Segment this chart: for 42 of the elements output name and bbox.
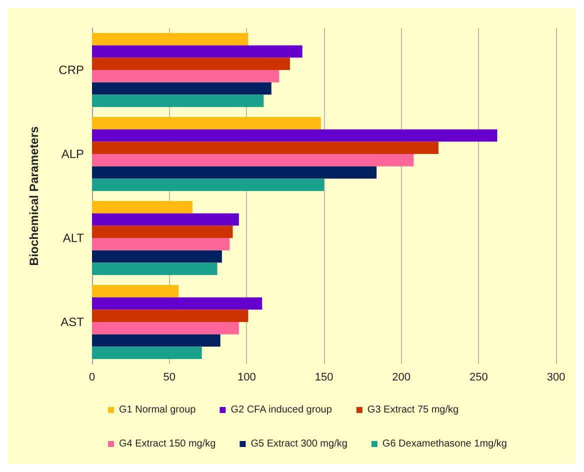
bar [92, 322, 239, 334]
x-tick-label: 250 [469, 372, 488, 384]
bar [92, 250, 222, 263]
bar [92, 310, 248, 322]
bar [92, 346, 202, 359]
x-tick-label: 150 [314, 372, 334, 384]
y-tick-label: AST [60, 315, 85, 329]
y-tick-label: ALP [61, 147, 84, 161]
bar [92, 142, 438, 154]
bar [92, 82, 272, 95]
legend-label: G5 Extract 300 mg/kg [250, 438, 348, 450]
legend-label: G4 Extract 150 mg/kg [119, 438, 216, 450]
x-tick-label: 0 [88, 372, 96, 384]
bar [92, 334, 220, 347]
bar [92, 178, 324, 191]
legend-label: G3 Extract 75 mg/kg [367, 404, 459, 416]
bar [92, 262, 218, 275]
bar [92, 166, 377, 179]
bar [92, 201, 193, 214]
bar [92, 297, 262, 310]
bar [92, 117, 321, 130]
bar [92, 70, 280, 82]
bar [92, 238, 230, 250]
bar [92, 45, 302, 58]
bar [92, 33, 248, 46]
legend-label: G1 Normal group [119, 404, 196, 416]
bar [92, 154, 414, 166]
bar [92, 213, 239, 226]
bar [92, 129, 498, 142]
legend-label: G2 CFA induced group [230, 404, 332, 416]
y-tick-label: CRP [58, 63, 84, 77]
bar [92, 94, 264, 107]
x-tick-label: 50 [163, 372, 176, 384]
x-tick-label: 300 [546, 372, 566, 384]
x-tick-label: 100 [237, 372, 256, 384]
bar [92, 226, 233, 238]
y-tick-label: ALT [62, 231, 85, 245]
x-tick-label: 200 [392, 372, 411, 384]
y-axis-title: Biochemical Parameters [27, 126, 41, 266]
legend-label: G6 Dexamethasone 1mg/kg [382, 438, 507, 450]
bar [92, 285, 179, 298]
bar [92, 58, 290, 70]
